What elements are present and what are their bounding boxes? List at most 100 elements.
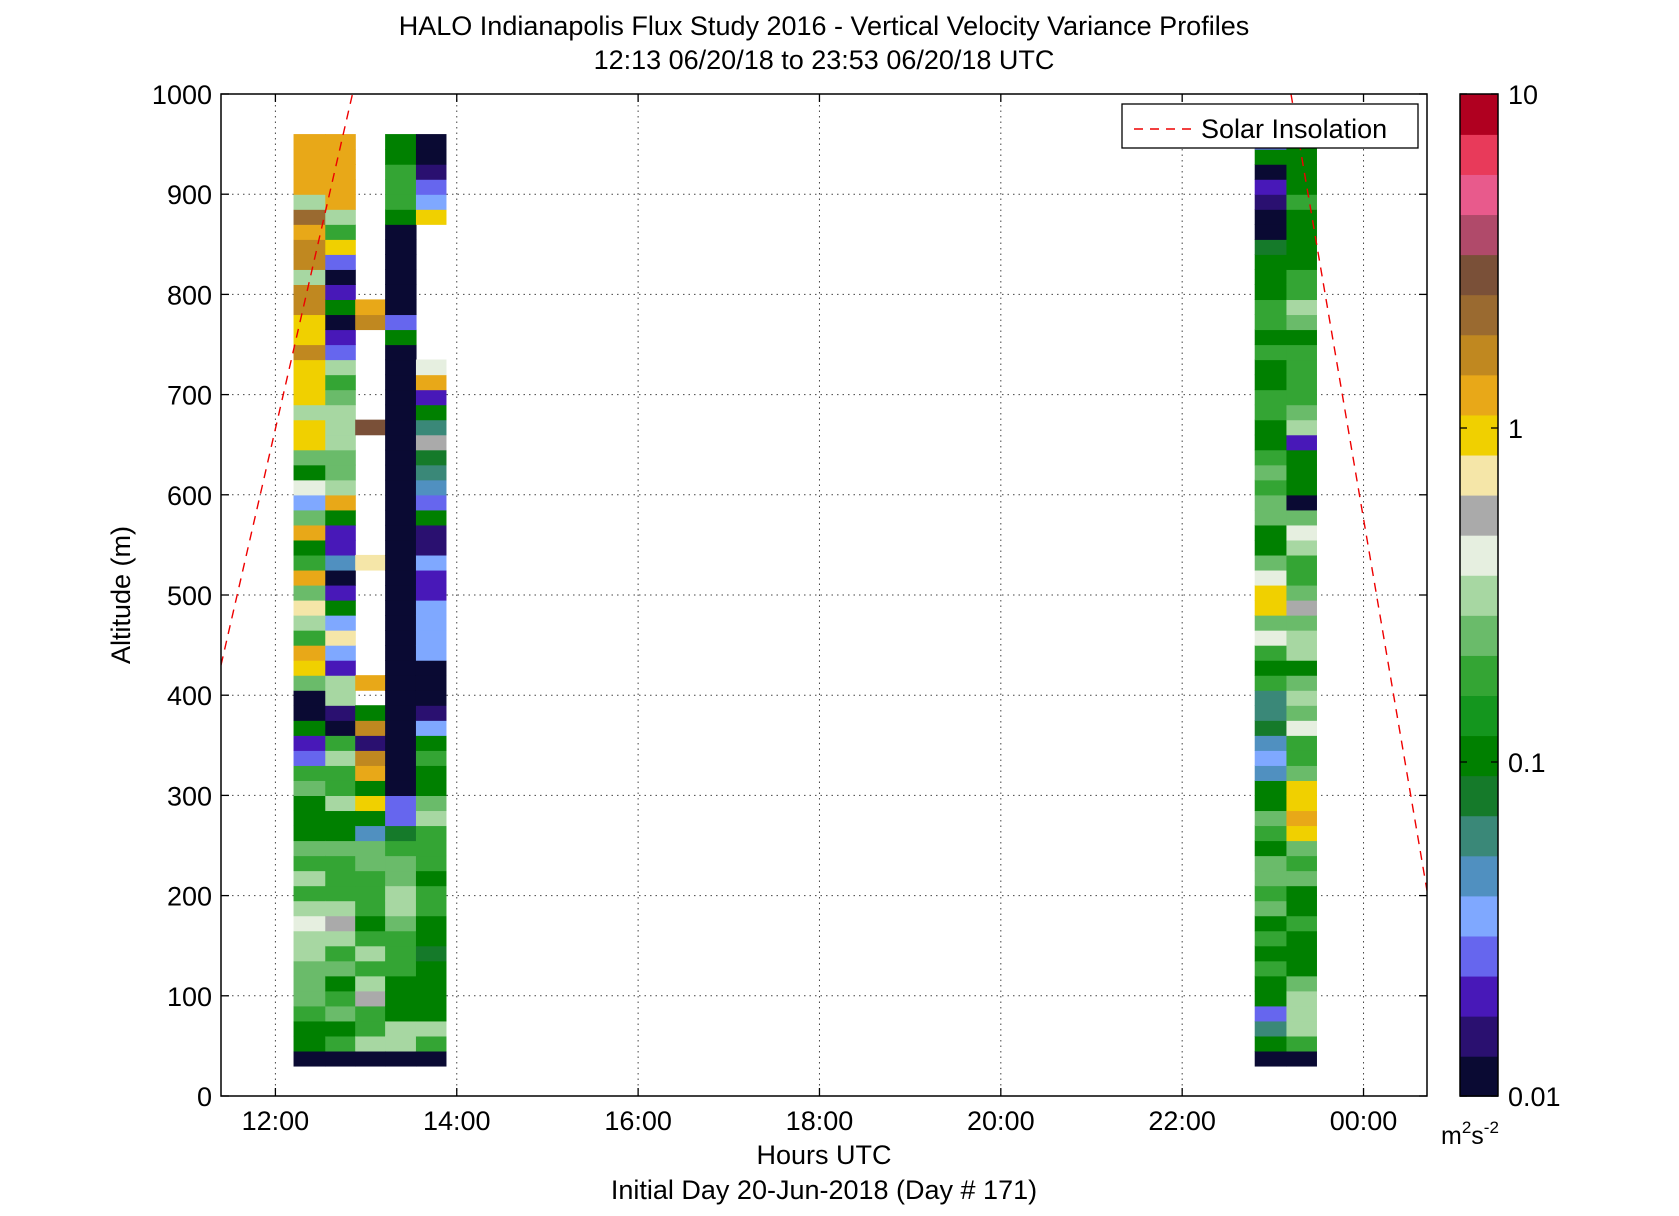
variance-cell: [1254, 630, 1288, 646]
variance-cell: [385, 224, 417, 240]
variance-cell: [1254, 870, 1288, 887]
variance-cell: [1286, 224, 1317, 240]
variance-cell: [415, 209, 447, 225]
variance-cell: [293, 569, 326, 586]
variance-cell: [293, 990, 326, 1007]
variance-cell: [1286, 855, 1317, 872]
variance-cell: [385, 314, 417, 331]
variance-cell: [385, 179, 417, 195]
variance-cell: [325, 554, 356, 571]
variance-cell: [1254, 885, 1288, 902]
variance-cell: [385, 374, 417, 391]
variance-cell: [415, 509, 447, 526]
variance-cell: [355, 975, 386, 992]
variance-cell: [415, 539, 447, 556]
variance-cell: [355, 930, 386, 947]
colorbar-band: [1460, 334, 1498, 376]
variance-cell: [325, 765, 356, 781]
grid-lines: [221, 94, 1427, 1096]
variance-cell: [1254, 705, 1288, 721]
variance-cell: [355, 750, 386, 766]
variance-cell: [1286, 284, 1317, 301]
colorbar-gradient: [1460, 94, 1498, 1097]
variance-cell: [1286, 539, 1317, 556]
variance-cell: [1286, 615, 1317, 631]
variance-cell: [1286, 524, 1317, 541]
colorbar-frame: [1459, 93, 1499, 1097]
legend-box: [1121, 103, 1419, 149]
variance-cell: [385, 750, 417, 766]
variance-cell: [325, 855, 356, 872]
variance-cell: [415, 134, 447, 150]
colorbar-band: [1460, 935, 1498, 977]
variance-cell: [1254, 494, 1288, 511]
variance-cell: [1286, 720, 1317, 736]
variance-cell: [1254, 900, 1288, 917]
variance-cell: [355, 765, 386, 781]
variance-cell: [385, 329, 417, 346]
variance-cell: [1286, 930, 1317, 947]
variance-cell: [1286, 569, 1317, 586]
x-tick-label: 18:00: [786, 1106, 854, 1136]
colorbar-band: [1460, 454, 1498, 496]
variance-cell: [293, 720, 326, 736]
variance-cell: [355, 419, 386, 436]
colorbar-unit-sup2: -2: [1484, 1118, 1499, 1137]
variance-cell: [385, 404, 417, 421]
variance-cell: [293, 254, 326, 270]
variance-cell: [1286, 780, 1317, 796]
variance-cell: [293, 194, 326, 210]
variance-cell: [1254, 600, 1288, 616]
variance-cell: [293, 149, 326, 165]
variance-cell: [1286, 705, 1317, 721]
variance-cell: [415, 840, 447, 857]
variance-cell: [293, 584, 326, 601]
variance-cell: [415, 389, 447, 406]
variance-cell: [415, 975, 447, 992]
x-axis: 12:00 14:00 16:00 18:00 20:00 22:00 00:00: [242, 94, 1397, 1136]
solar-insolation-line: [1290, 94, 1427, 891]
variance-cell: [1286, 1020, 1317, 1037]
variance-cell: [1286, 299, 1317, 316]
variance-cell: [325, 750, 356, 766]
variance-cell: [385, 344, 417, 361]
variance-cell: [325, 1035, 356, 1052]
variance-cell: [1254, 765, 1288, 781]
variance-cell: [293, 870, 326, 887]
variance-cell: [325, 960, 356, 977]
variance-cell: [293, 449, 326, 466]
variance-cell: [325, 915, 356, 932]
variance-cell: [385, 930, 417, 947]
variance-cell: [1286, 374, 1317, 391]
colorbar-unit-label: m2s-2: [1441, 1118, 1499, 1150]
colorbar-band: [1460, 655, 1498, 696]
variance-cell: [1286, 149, 1317, 165]
variance-cell: [1254, 269, 1288, 285]
variance-cell: [355, 720, 386, 736]
variance-cell: [1254, 1035, 1288, 1052]
variance-cell: [1286, 494, 1317, 511]
variance-cell: [293, 419, 326, 436]
variance-cell: [293, 179, 326, 195]
variance-cell: [355, 810, 386, 827]
variance-cell: [415, 990, 447, 1007]
variance-cell: [355, 885, 386, 902]
colorbar-band: [1460, 735, 1498, 777]
variance-cell: [1254, 539, 1288, 556]
variance-cell: [293, 960, 326, 977]
variance-cell: [415, 479, 447, 496]
variance-cell: [385, 464, 417, 481]
variance-cell: [415, 554, 447, 571]
variance-cell: [1254, 675, 1288, 691]
variance-cell: [1286, 990, 1317, 1007]
variance-cell: [355, 780, 386, 796]
variance-cell: [325, 344, 356, 361]
variance-cell: [293, 630, 326, 646]
y-tick-label: 900: [167, 180, 212, 210]
variance-cell: [385, 434, 417, 451]
variance-cell: [415, 449, 447, 466]
variance-cell: [1254, 464, 1288, 481]
variance-cell: [415, 750, 447, 766]
variance-cell: [385, 479, 417, 496]
variance-cell: [355, 915, 386, 932]
